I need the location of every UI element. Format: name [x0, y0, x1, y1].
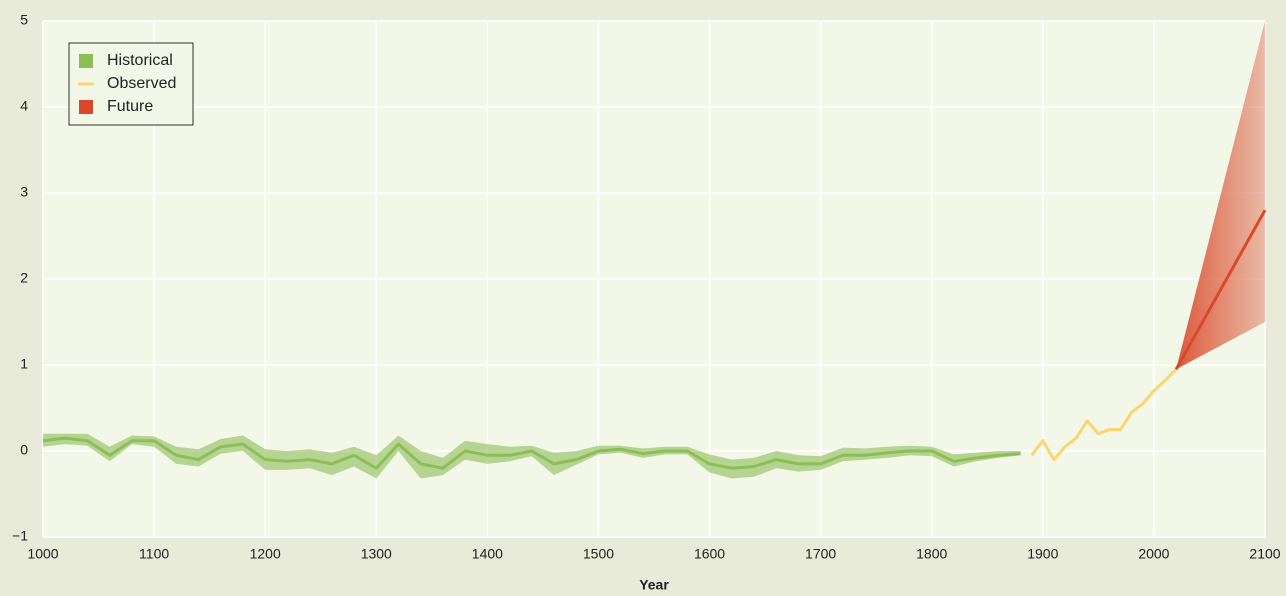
line — [42, 436, 1021, 470]
legend-swatch — [79, 54, 93, 68]
x-tick-label: 1900 — [1027, 546, 1058, 562]
y-tick-label: 3 — [20, 184, 28, 200]
x-tick-label: 2000 — [1138, 546, 1169, 562]
legend-label: Future — [107, 98, 153, 115]
y-tick-label: 4 — [20, 98, 28, 114]
line — [1030, 368, 1178, 462]
y-tick-label: 0 — [20, 442, 28, 458]
y-tick-label: 1 — [20, 356, 28, 372]
band — [1176, 21, 1265, 370]
x-axis-label: Year — [639, 577, 669, 593]
y-tick-label: 2 — [20, 270, 28, 286]
x-tick-label: 1000 — [27, 546, 58, 562]
y-tick-label: −1 — [12, 528, 28, 544]
x-tick-label: 1300 — [361, 546, 392, 562]
x-tick-label: 1500 — [583, 546, 614, 562]
x-tick-label: 1100 — [139, 546, 169, 562]
legend-label: Historical — [107, 52, 173, 69]
legend-label: Observed — [107, 75, 176, 92]
y-tick-label: 5 — [20, 12, 28, 28]
x-tick-label: 1200 — [250, 546, 281, 562]
x-tick-label: 2100 — [1249, 546, 1280, 562]
x-tick-label: 1800 — [916, 546, 947, 562]
x-tick-label: 1400 — [472, 546, 503, 562]
band — [43, 433, 1021, 479]
legend-swatch — [79, 100, 93, 114]
x-tick-label: 1700 — [805, 546, 836, 562]
x-tick-label: 1600 — [694, 546, 725, 562]
line — [1174, 209, 1267, 371]
